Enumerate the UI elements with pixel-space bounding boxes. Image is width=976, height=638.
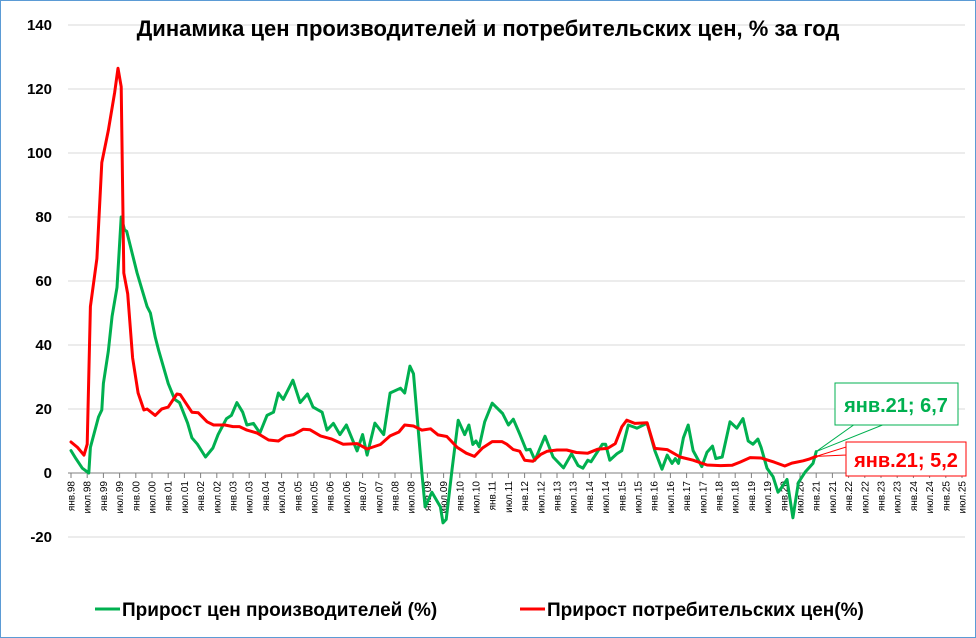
x-tick-label: июл.15 <box>634 481 645 514</box>
x-tick-label: янв.25 <box>941 481 952 512</box>
x-tick-label: янв.06 <box>326 481 337 512</box>
x-tick-label: янв.09 <box>423 481 434 512</box>
x-tick-label: янв.05 <box>293 481 304 512</box>
x-tick-label: июл.22 <box>860 481 871 514</box>
x-tick-label: июл.99 <box>115 481 126 514</box>
x-tick-label: июл.10 <box>472 481 483 514</box>
y-tick-label: 120 <box>27 81 52 98</box>
x-tick-label: янв.11 <box>488 481 499 511</box>
y-tick-label: 60 <box>35 273 52 290</box>
x-tick-label: июл.08 <box>407 481 418 514</box>
x-tick-label: янв.08 <box>391 481 402 512</box>
annotation-label-producer: янв.21; 6,7 <box>843 395 948 417</box>
x-tick-label: июл.02 <box>212 481 223 514</box>
x-tick-label: янв.23 <box>877 481 888 512</box>
x-tick-label: янв.10 <box>455 481 466 512</box>
x-tick-label: янв.12 <box>520 481 531 512</box>
x-tick-label: июл.25 <box>958 481 969 514</box>
x-tick-label: июл.23 <box>893 481 904 514</box>
x-tick-label: июл.17 <box>698 481 709 514</box>
y-tick-label: -20 <box>30 529 52 546</box>
gridlines <box>68 24 965 538</box>
x-tick-label: янв.02 <box>196 481 207 512</box>
x-tick-label: янв.03 <box>229 481 240 512</box>
x-tick-label: янв.18 <box>715 481 726 512</box>
x-tick-label: янв.04 <box>261 481 272 512</box>
annotation-box-consumer <box>845 441 967 477</box>
x-tick-label: июл.09 <box>439 481 450 514</box>
y-axis-labels: -20 0 20 40 60 80 100 120 140 <box>27 17 52 546</box>
legend-label-consumer: Прирост потребительских цен(%) <box>547 600 864 621</box>
y-tick-label: 140 <box>27 17 52 34</box>
x-tick-label: июл.14 <box>601 481 612 514</box>
x-tick-label: янв.00 <box>131 481 142 512</box>
x-tick-label: янв.16 <box>650 481 661 512</box>
x-tick-label: янв.15 <box>617 481 628 512</box>
x-tick-label: июл.00 <box>148 481 159 514</box>
chart-title: Динамика цен производителей и потребител… <box>137 16 840 41</box>
x-tick-label: июл.12 <box>536 481 547 514</box>
x-tick-label: июл.06 <box>342 481 353 514</box>
x-tick-label: июл.16 <box>666 481 677 514</box>
x-tick-label: янв.99 <box>99 481 110 512</box>
x-tick-label: янв.07 <box>358 481 369 512</box>
series-lines <box>69 66 818 525</box>
x-tick-label: июл.03 <box>245 481 256 514</box>
x-tick-label: янв.01 <box>164 481 175 512</box>
x-tick-label: июл.05 <box>310 481 321 514</box>
x-tick-label: июл.04 <box>277 481 288 514</box>
x-tick-label: июл.11 <box>504 481 515 513</box>
x-tick-label: янв.13 <box>553 481 564 512</box>
x-tick-label: июл.07 <box>374 481 385 514</box>
annotation-label-consumer: янв.21; 5,2 <box>853 450 958 472</box>
x-tick-label: июл.24 <box>925 481 936 514</box>
x-tick-label: июл.20 <box>796 481 807 514</box>
x-tick-label: янв.20 <box>779 481 790 512</box>
consumer-price-line <box>69 66 818 468</box>
x-tick-label: июл.98 <box>83 481 94 514</box>
y-tick-label: 100 <box>27 145 52 162</box>
x-tick-label: июл.21 <box>828 481 839 514</box>
x-tick-label: янв.24 <box>909 481 920 512</box>
y-tick-label: 20 <box>35 401 52 418</box>
x-tick-label: янв.22 <box>844 481 855 512</box>
x-axis: янв.98 июл.98 янв.99 июл.99 янв.00 июл.00 янв.… <box>67 472 969 514</box>
x-tick-label: янв.14 <box>585 481 596 512</box>
x-tick-label: янв.21 <box>812 481 823 512</box>
x-tick-label: июл.18 <box>731 481 742 514</box>
x-tick-label: июл.13 <box>569 481 580 514</box>
legend: Прирост цен производителей (%) Прирост п… <box>95 600 864 621</box>
annotation-box-producer <box>834 382 959 426</box>
x-tick-label: янв.17 <box>682 481 693 512</box>
y-tick-label: 0 <box>44 465 52 482</box>
y-tick-label: 40 <box>35 337 52 354</box>
x-tick-label: июл.19 <box>763 481 774 514</box>
x-tick-label: янв.19 <box>747 481 758 512</box>
y-tick-label: 80 <box>35 209 52 226</box>
annotations: янв.21; 6,7 янв.21; 5,2 <box>815 382 967 477</box>
x-tick-label: июл.01 <box>180 481 191 514</box>
legend-label-producer: Прирост цен производителей (%) <box>122 600 437 621</box>
x-tick-label: янв.98 <box>67 481 78 512</box>
